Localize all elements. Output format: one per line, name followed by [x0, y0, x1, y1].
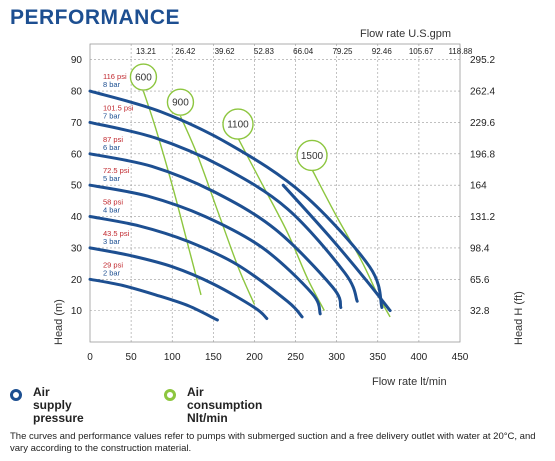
- y2-tick-label: 65.6: [470, 275, 490, 286]
- y-tick-label: 20: [71, 275, 83, 286]
- x-tick-label: 350: [369, 352, 386, 363]
- y-tick-label: 30: [71, 243, 83, 254]
- x-tick-label: 400: [411, 352, 428, 363]
- x2-tick-label: 79.25: [332, 47, 353, 56]
- y-axis-label: Head (m): [53, 299, 65, 345]
- pressure-curves: [88, 89, 392, 322]
- bar-label: 5 bar: [103, 174, 121, 183]
- air-consumption-label: 600: [135, 73, 152, 84]
- bar-label: 8 bar: [103, 80, 121, 89]
- y-tick-label: 10: [71, 306, 83, 317]
- psi-label: 72.5 psi: [103, 166, 130, 175]
- x-tick-label: 150: [205, 352, 222, 363]
- footnote: The curves and performance values refer …: [10, 431, 536, 454]
- psi-label: 87 psi: [103, 135, 123, 144]
- x2-axis-label: Flow rate U.S.gpm: [360, 28, 451, 40]
- green-ring-icon: [164, 389, 176, 401]
- psi-label: 116 psi: [103, 72, 127, 81]
- air-consumption-label: 1500: [301, 151, 324, 162]
- x-tick-label: 300: [328, 352, 345, 363]
- pressure-curve: [281, 183, 392, 313]
- y2-tick-label: 32.8: [470, 306, 490, 317]
- x2-tick-label: 66.04: [293, 47, 314, 56]
- pressure-curve: [88, 277, 219, 322]
- legend-air-consumption-label: Air consumption Nlt/min: [187, 385, 263, 425]
- x-tick-label: 250: [287, 352, 304, 363]
- y-tick-label: 80: [71, 87, 83, 98]
- y-tick-label: 60: [71, 149, 83, 160]
- x2-tick-label: 13.21: [136, 47, 157, 56]
- psi-label: 101.5 psi: [103, 103, 134, 112]
- air-consumption-line: [179, 115, 256, 305]
- x2-tick-label: 26.42: [175, 47, 196, 56]
- air-consumption-bubble: [222, 108, 254, 140]
- air-consumption-label: 900: [172, 98, 189, 109]
- bar-label: 2 bar: [103, 268, 121, 277]
- y-tick-labels: 10 20 30 40 50 60 70 80 90: [71, 55, 83, 317]
- x2-tick-label: 118.88: [448, 47, 472, 56]
- air-consumption-bubble: [129, 63, 158, 91]
- y2-tick-label: 262.4: [470, 87, 495, 98]
- y2-tick-label: 229.6: [470, 118, 495, 129]
- y2-tick-label: 98.4: [470, 243, 490, 254]
- y2-tick-label: 295.2: [470, 55, 495, 66]
- pressure-curve: [88, 246, 269, 320]
- air-consumption-bubble: [296, 139, 328, 172]
- x2-tick-labels: 13.21 26.42 39.62 52.83 66.04 79.25 92.46 105.6…: [136, 47, 473, 56]
- y-tick-label: 40: [71, 212, 83, 223]
- air-consumption-bubble: [166, 88, 195, 116]
- pressure-curve: [88, 89, 384, 309]
- x-tick-labels: 0 50 100 150 200 250 300 350 400 450: [87, 352, 469, 363]
- air-consumption-line: [237, 137, 325, 311]
- pressure-curve: [88, 120, 359, 303]
- pressure-curve: [88, 152, 343, 309]
- plot-frame: [89, 43, 461, 343]
- y2-tick-label: 164: [470, 181, 487, 192]
- x2-tick-label: 92.46: [372, 47, 393, 56]
- bar-label: 4 bar: [103, 206, 121, 215]
- x2-tick-label: 105.67: [409, 47, 434, 56]
- air-consumption-curves: [142, 90, 391, 318]
- blue-ring-icon: [10, 389, 22, 401]
- y2-tick-label: 131.2: [470, 212, 495, 223]
- y-tick-label: 50: [71, 181, 83, 192]
- y-tick-label: 90: [71, 55, 83, 66]
- psi-label: 43.5 psi: [103, 229, 130, 238]
- pressure-curve: [88, 215, 304, 319]
- x2-tick-label: 52.83: [254, 47, 275, 56]
- psi-label: 58 psi: [103, 198, 123, 207]
- air-consumption-line: [142, 90, 202, 296]
- x-tick-label: 450: [452, 352, 469, 363]
- psi-label: 29 psi: [103, 260, 123, 269]
- y2-axis-label: Head H (ft): [513, 291, 525, 345]
- legend-air-supply-label: Air supply pressure: [33, 385, 84, 425]
- pressure-curve: [88, 183, 322, 316]
- x2-tick-label: 39.62: [215, 47, 236, 56]
- air-consumption-labels: 600 900 1100 1500: [129, 63, 328, 172]
- page-title: PERFORMANCE: [10, 6, 181, 29]
- x-axis-label: Flow rate lt/min: [372, 376, 447, 388]
- y-tick-label: 70: [71, 118, 83, 129]
- bar-label: 6 bar: [103, 143, 121, 152]
- air-consumption-label: 1100: [227, 120, 249, 131]
- x-tick-label: 0: [87, 352, 93, 363]
- y2-tick-labels: 32.8 65.6 98.4 131.2 164 196.8 229.6 262.4 295.2: [470, 55, 495, 317]
- bar-label: 3 bar: [103, 237, 121, 246]
- y2-tick-label: 196.8: [470, 149, 495, 160]
- x-tick-label: 50: [126, 352, 138, 363]
- x-tick-label: 100: [164, 352, 181, 363]
- bar-label: 7 bar: [103, 111, 121, 120]
- x-tick-label: 200: [246, 352, 263, 363]
